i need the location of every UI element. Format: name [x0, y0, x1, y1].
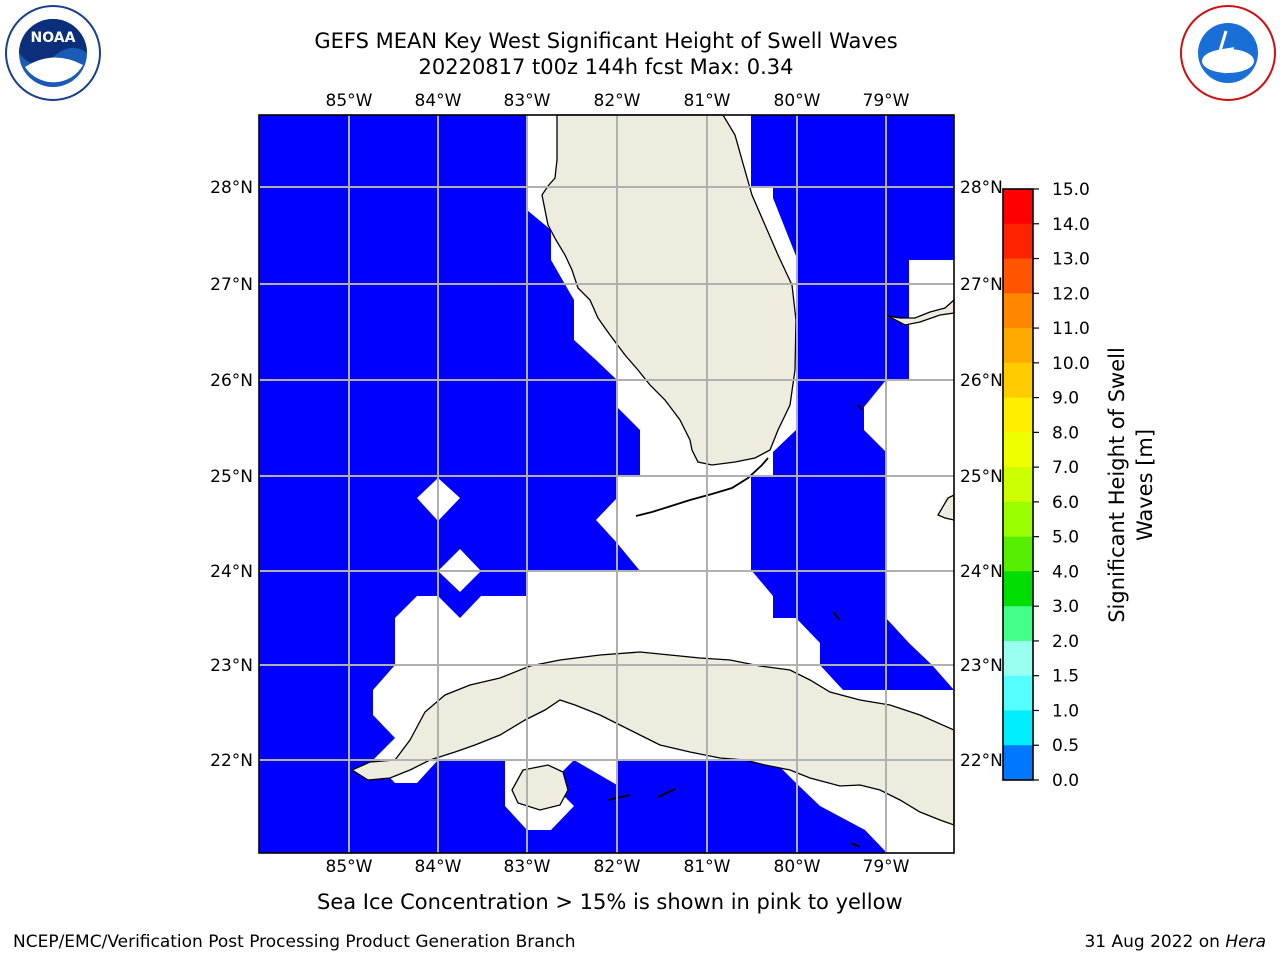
lon-tick-bottom: 82°W	[594, 857, 641, 877]
colorbar: 15.0 14.0 13.0 12.0 11.0 10.0 9.0 8.0 7.0 6.0 5.0 4…	[1002, 180, 1090, 791]
colorbar-tick-label: 13.0	[1052, 250, 1090, 270]
lat-tick-right: 22°N	[960, 751, 1003, 771]
colorbar-tick-label: 8.0	[1052, 423, 1079, 443]
lon-tick-top: 79°W	[863, 91, 910, 111]
noaa-logo-text: NOAA	[31, 30, 76, 46]
lon-tick-bottom: 80°W	[774, 857, 821, 877]
chart-title-line2: 20220817 t00z 144h fcst Max: 0.34	[418, 55, 794, 79]
colorbar-tick-label: 1.5	[1052, 667, 1079, 687]
footer-date: 31 Aug 2022 on Hera	[1084, 932, 1266, 952]
footer-credit: NCEP/EMC/Verification Post Processing Pr…	[13, 932, 576, 952]
lon-tick-bottom: 81°W	[684, 857, 731, 877]
lat-tick-right: 24°N	[960, 562, 1003, 582]
colorbar-segment	[1003, 571, 1033, 607]
colorbar-tick-label: 0.0	[1052, 771, 1079, 791]
footer-date-text: 31 Aug 2022 on	[1084, 932, 1226, 952]
land-masses	[350, 114, 955, 826]
colorbar-label-line2: Waves [m]	[1133, 429, 1157, 541]
colorbar-frame	[1002, 188, 1034, 781]
colorbar-segment	[1003, 258, 1033, 294]
lat-tick-right: 28°N	[960, 178, 1003, 198]
florida-landmass	[541, 114, 797, 466]
colorbar-segment	[1003, 432, 1033, 468]
lat-tick-right: 25°N	[960, 467, 1003, 487]
colorbar-tick-label: 15.0	[1052, 180, 1090, 200]
lon-tick-top: 82°W	[594, 91, 641, 111]
noaa-logo: NOAA	[5, 5, 101, 101]
lon-tick-bottom: 79°W	[863, 857, 910, 877]
colorbar-segment	[1003, 467, 1033, 503]
cuba-landmass	[350, 651, 955, 826]
colorbar-tick-label: 10.0	[1052, 354, 1090, 374]
colorbar-segment	[1003, 328, 1033, 364]
islets	[607, 404, 863, 848]
lat-tick-left: 26°N	[210, 371, 253, 391]
lat-tick-right: 23°N	[960, 656, 1003, 676]
chart-title-line1: GEFS MEAN Key West Significant Height of…	[314, 29, 898, 53]
colorbar-segment	[1003, 606, 1033, 642]
colorbar-tick-label: 6.0	[1052, 493, 1079, 513]
lat-tick-left: 25°N	[210, 467, 253, 487]
lat-tick-left: 23°N	[210, 656, 253, 676]
tick-labels: 85°W 85°W 84°W 84°W 83°W 83°W 82°W 82°W 81°W 81°W…	[210, 91, 1003, 877]
lat-tick-left: 24°N	[210, 562, 253, 582]
nws-logo	[1180, 5, 1276, 101]
colorbar-tick-label: 1.0	[1052, 701, 1079, 721]
colorbar-tick-label: 12.0	[1052, 284, 1090, 304]
colorbar-segment	[1003, 362, 1033, 399]
colorbar-segment	[1003, 675, 1033, 711]
footer-host: Hera	[1225, 932, 1266, 952]
colorbar-tick-label: 14.0	[1052, 215, 1090, 235]
colorbar-segment	[1003, 397, 1033, 433]
lon-tick-top: 81°W	[684, 91, 731, 111]
colorbar-segment	[1003, 640, 1033, 677]
lat-tick-left: 28°N	[210, 178, 253, 198]
colorbar-tick-label: 0.5	[1052, 736, 1079, 756]
colorbar-segment	[1003, 293, 1033, 329]
lon-tick-top: 85°W	[326, 91, 373, 111]
colorbar-segment	[1003, 710, 1033, 746]
lat-tick-left: 22°N	[210, 751, 253, 771]
lat-tick-left: 27°N	[210, 275, 253, 295]
colorbar-tick-label: 7.0	[1052, 458, 1079, 478]
lon-tick-bottom: 83°W	[504, 857, 551, 877]
colorbar-tick-label: 5.0	[1052, 528, 1079, 548]
colorbar-tick-label: 9.0	[1052, 389, 1079, 409]
colorbar-segment	[1003, 189, 1033, 225]
lat-tick-right: 26°N	[960, 371, 1003, 391]
lat-tick-right: 27°N	[960, 275, 1003, 295]
colorbar-tick-label: 3.0	[1052, 597, 1079, 617]
colorbar-label-line1: Significant Height of Swell	[1105, 347, 1129, 623]
colorbar-tick-label: 4.0	[1052, 562, 1079, 582]
colorbar-tick-label: 2.0	[1052, 632, 1079, 652]
lon-tick-bottom: 85°W	[326, 857, 373, 877]
graticule	[259, 115, 954, 853]
lon-tick-top: 80°W	[774, 91, 821, 111]
map-frame	[258, 114, 955, 854]
lon-tick-bottom: 84°W	[415, 857, 462, 877]
colorbar-segment	[1003, 536, 1033, 572]
colorbar-segment	[1003, 745, 1033, 781]
colorbar-segment	[1003, 223, 1033, 260]
colorbar-segment	[1003, 501, 1033, 538]
lon-tick-top: 83°W	[504, 91, 551, 111]
lon-tick-top: 84°W	[415, 91, 462, 111]
colorbar-tick-label: 11.0	[1052, 319, 1090, 339]
